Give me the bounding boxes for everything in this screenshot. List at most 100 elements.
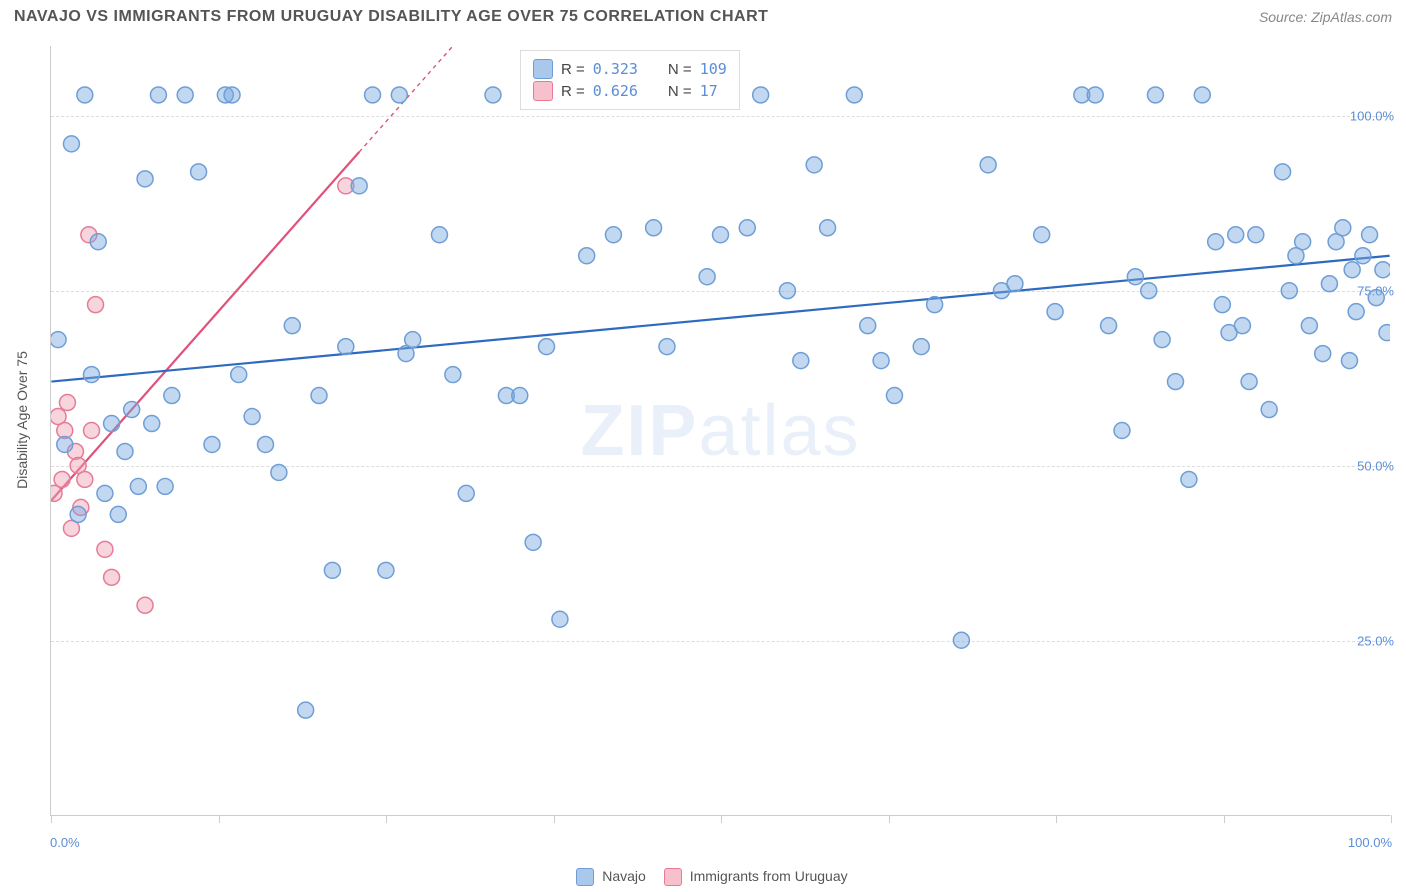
navajo-point (1301, 318, 1317, 334)
correlation-legend: R =0.323N =109R =0.626N = 17 (520, 50, 740, 110)
legend-n-label: N = (668, 83, 692, 100)
chart-title: NAVAJO VS IMMIGRANTS FROM URUGUAY DISABI… (14, 8, 768, 26)
navajo-point (351, 178, 367, 194)
navajo-point (713, 227, 729, 243)
series-label: Navajo (598, 868, 645, 884)
navajo-point (378, 562, 394, 578)
x-tick (51, 815, 52, 823)
legend-r-value: 0.626 (593, 82, 638, 100)
navajo-point (244, 409, 260, 425)
navajo-point (117, 443, 133, 459)
navajo-point (63, 136, 79, 152)
navajo-point (1034, 227, 1050, 243)
navajo-point (258, 436, 274, 452)
uruguay-point (97, 541, 113, 557)
navajo-point (1208, 234, 1224, 250)
series-legend: Navajo Immigrants from Uruguay (0, 868, 1406, 886)
navajo-point (1147, 87, 1163, 103)
navajo-point (699, 269, 715, 285)
navajo-point (806, 157, 822, 173)
navajo-point (846, 87, 862, 103)
navajo-point (739, 220, 755, 236)
navajo-point (311, 388, 327, 404)
navajo-point (1362, 227, 1378, 243)
navajo-point (1275, 164, 1291, 180)
x-tick (1056, 815, 1057, 823)
navajo-point (1368, 290, 1384, 306)
navajo-point (1154, 332, 1170, 348)
series-swatch (576, 868, 594, 886)
navajo-point (90, 234, 106, 250)
navajo-point (525, 534, 541, 550)
navajo-point (1168, 374, 1184, 390)
legend-r-label: R = (561, 83, 585, 100)
navajo-point (1141, 283, 1157, 299)
navajo-point (338, 339, 354, 355)
navajo-point (431, 227, 447, 243)
legend-r-value: 0.323 (593, 60, 638, 78)
navajo-point (1341, 353, 1357, 369)
navajo-point (284, 318, 300, 334)
legend-row: R = 0.626 N = 17 (533, 81, 727, 101)
series-label: Immigrants from Uruguay (686, 868, 848, 884)
navajo-point (659, 339, 675, 355)
navajo-point (1248, 227, 1264, 243)
navajo-point (150, 87, 166, 103)
x-tick (219, 815, 220, 823)
x-tick-label: 0.0% (50, 835, 80, 850)
navajo-point (860, 318, 876, 334)
navajo-point (605, 227, 621, 243)
navajo-point (1047, 304, 1063, 320)
navajo-point (1348, 304, 1364, 320)
uruguay-point (77, 471, 93, 487)
navajo-point (137, 171, 153, 187)
navajo-point (1321, 276, 1337, 292)
navajo-point (365, 87, 381, 103)
navajo-point (646, 220, 662, 236)
navajo-point (1101, 318, 1117, 334)
navajo-point (1375, 262, 1390, 278)
navajo-point (224, 87, 240, 103)
navajo-point (579, 248, 595, 264)
uruguay-point (137, 597, 153, 613)
x-tick (721, 815, 722, 823)
navajo-point (391, 87, 407, 103)
navajo-point (1241, 374, 1257, 390)
navajo-point (1087, 87, 1103, 103)
navajo-point (84, 367, 100, 383)
navajo-point (485, 87, 501, 103)
chart-svg (51, 46, 1390, 815)
navajo-point (144, 416, 160, 432)
source-label: Source: ZipAtlas.com (1259, 9, 1392, 25)
navajo-point (779, 283, 795, 299)
navajo-point (77, 87, 93, 103)
x-tick (889, 815, 890, 823)
navajo-point (458, 485, 474, 501)
navajo-point (1228, 227, 1244, 243)
navajo-point (539, 339, 555, 355)
navajo-point (164, 388, 180, 404)
y-axis-title: Disability Age Over 75 (14, 351, 30, 489)
navajo-point (1114, 423, 1130, 439)
navajo-point (57, 436, 73, 452)
navajo-point (1007, 276, 1023, 292)
navajo-point (51, 332, 66, 348)
navajo-point (1214, 297, 1230, 313)
legend-swatch (533, 81, 553, 101)
uruguay-point (59, 395, 75, 411)
navajo-point (271, 464, 287, 480)
legend-n-label: N = (668, 61, 692, 78)
navajo-point (512, 388, 528, 404)
navajo-point (873, 353, 889, 369)
navajo-point (110, 506, 126, 522)
uruguay-point (84, 423, 100, 439)
legend-row: R =0.323N =109 (533, 59, 727, 79)
navajo-point (204, 436, 220, 452)
navajo-point (1194, 87, 1210, 103)
x-tick (386, 815, 387, 823)
legend-n-value: 17 (700, 82, 718, 100)
navajo-point (70, 506, 86, 522)
x-tick (554, 815, 555, 823)
navajo-point (552, 611, 568, 627)
navajo-point (104, 416, 120, 432)
